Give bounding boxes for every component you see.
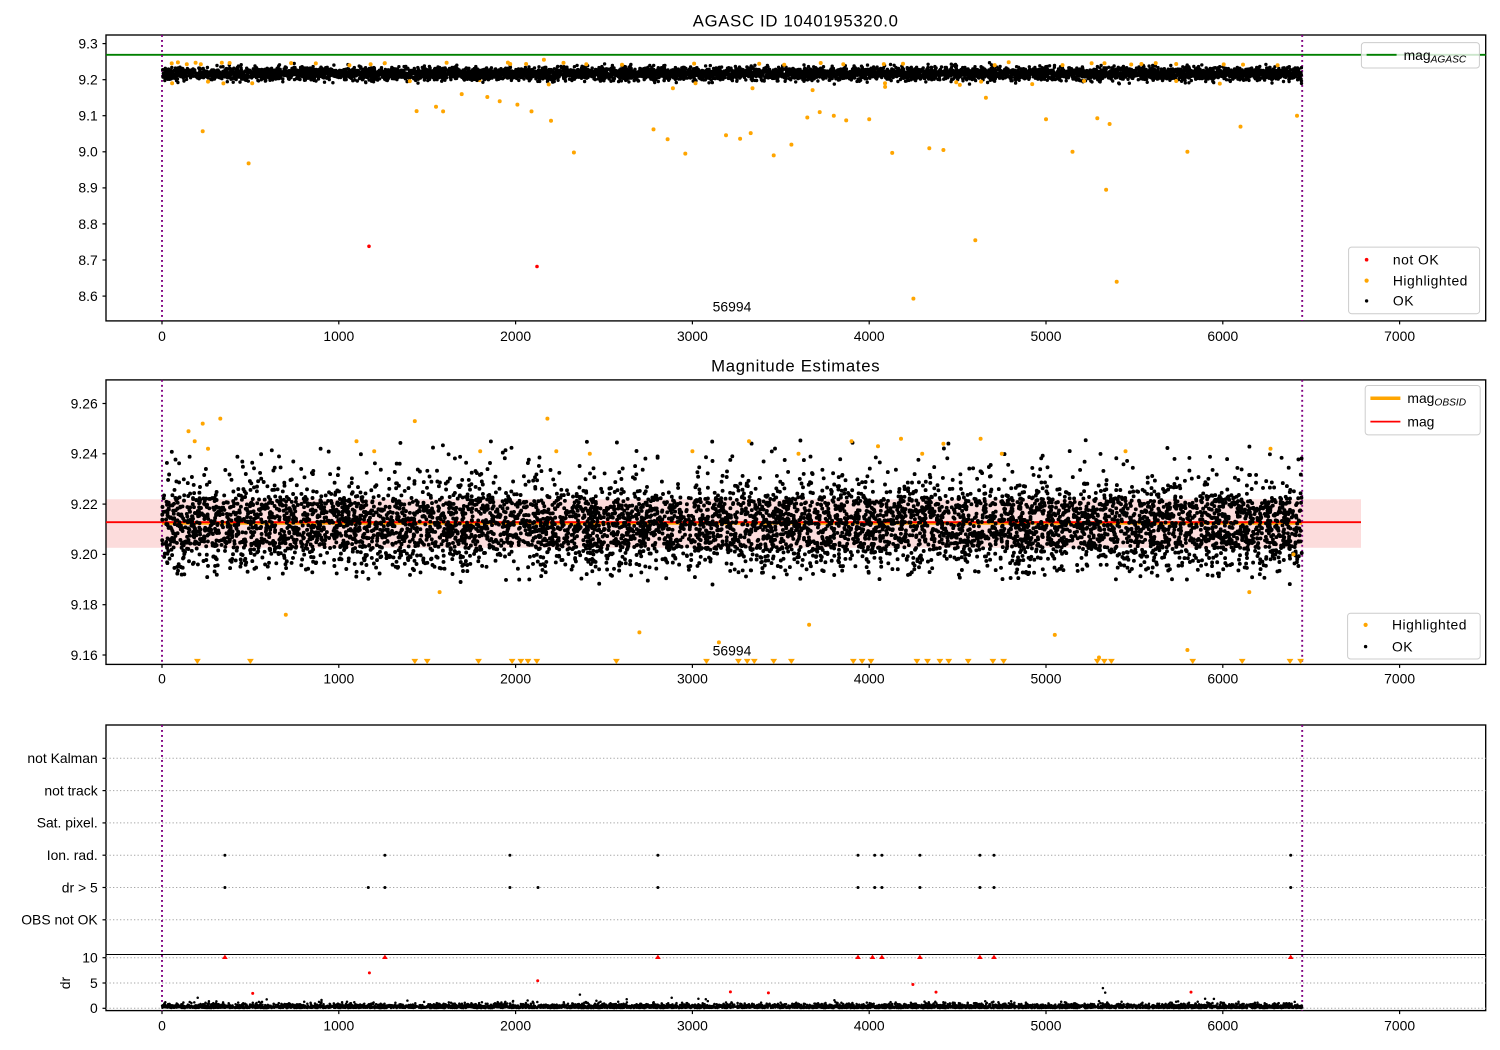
svg-text:not track: not track	[44, 782, 97, 798]
svg-text:Highlighted: Highlighted	[1393, 272, 1468, 288]
svg-text:OK: OK	[1393, 293, 1414, 309]
svg-text:8.9: 8.9	[78, 180, 98, 196]
svg-text:2000: 2000	[500, 1018, 531, 1034]
svg-text:4000: 4000	[854, 328, 885, 344]
svg-text:9.20: 9.20	[71, 546, 98, 562]
svg-text:5000: 5000	[1031, 328, 1062, 344]
svg-text:not Kalman: not Kalman	[27, 750, 97, 766]
svg-text:8.7: 8.7	[78, 252, 98, 268]
svg-text:56994: 56994	[713, 299, 752, 315]
svg-text:3000: 3000	[677, 670, 708, 686]
svg-text:9.3: 9.3	[78, 35, 98, 51]
svg-text:9.18: 9.18	[71, 597, 98, 613]
svg-text:9.26: 9.26	[71, 395, 98, 411]
svg-text:6000: 6000	[1207, 328, 1238, 344]
svg-text:not OK: not OK	[1393, 251, 1439, 267]
svg-text:4000: 4000	[854, 1018, 885, 1034]
svg-text:0: 0	[90, 1000, 98, 1016]
svg-text:Magnitude Estimates: Magnitude Estimates	[711, 357, 880, 376]
svg-text:7000: 7000	[1384, 670, 1415, 686]
svg-text:9.0: 9.0	[78, 144, 98, 160]
svg-text:AGASC ID 1040195320.0: AGASC ID 1040195320.0	[693, 12, 899, 31]
svg-text:9.24: 9.24	[71, 446, 98, 462]
svg-text:3000: 3000	[677, 328, 708, 344]
svg-text:Ion. rad.: Ion. rad.	[47, 847, 98, 863]
svg-text:9.16: 9.16	[71, 647, 98, 663]
svg-text:7000: 7000	[1384, 1018, 1415, 1034]
svg-text:9.2: 9.2	[78, 72, 98, 88]
svg-text:OK: OK	[1392, 638, 1413, 654]
svg-text:0: 0	[158, 670, 166, 686]
svg-text:9.1: 9.1	[78, 108, 98, 124]
svg-text:2000: 2000	[500, 328, 531, 344]
svg-text:0: 0	[158, 1018, 166, 1034]
svg-text:6000: 6000	[1207, 1018, 1238, 1034]
svg-text:7000: 7000	[1384, 328, 1415, 344]
svg-text:Sat. pixel.: Sat. pixel.	[37, 815, 98, 831]
svg-text:8.6: 8.6	[78, 288, 98, 304]
svg-text:6000: 6000	[1207, 670, 1238, 686]
svg-text:1000: 1000	[323, 670, 354, 686]
svg-text:8.8: 8.8	[78, 216, 98, 232]
svg-text:0: 0	[158, 328, 166, 344]
svg-text:9.22: 9.22	[71, 496, 98, 512]
svg-text:5000: 5000	[1031, 1018, 1062, 1034]
svg-text:mag: mag	[1407, 413, 1434, 429]
svg-text:Highlighted: Highlighted	[1392, 617, 1467, 633]
svg-text:56994: 56994	[713, 643, 752, 659]
svg-text:2000: 2000	[500, 670, 531, 686]
svg-text:OBS not OK: OBS not OK	[21, 912, 98, 928]
svg-text:5000: 5000	[1031, 670, 1062, 686]
svg-text:dr > 5: dr > 5	[62, 879, 98, 895]
svg-text:5: 5	[90, 975, 98, 991]
svg-text:10: 10	[82, 950, 98, 966]
svg-text:4000: 4000	[854, 670, 885, 686]
svg-text:dr: dr	[57, 976, 73, 989]
svg-text:3000: 3000	[677, 1018, 708, 1034]
svg-text:1000: 1000	[323, 1018, 354, 1034]
svg-text:1000: 1000	[323, 328, 354, 344]
